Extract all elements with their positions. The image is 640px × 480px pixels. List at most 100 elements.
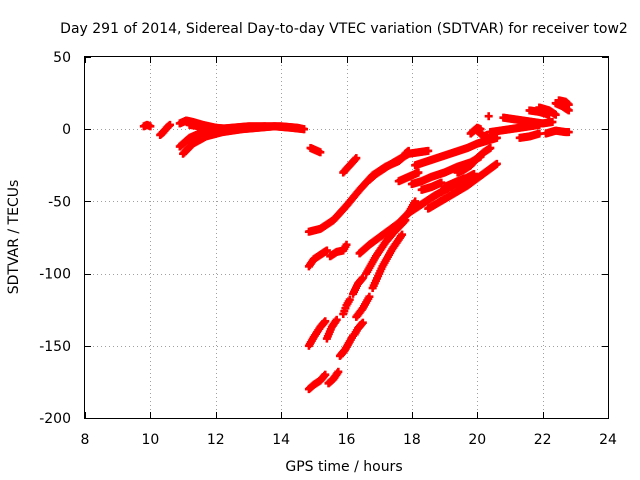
x-tick-label: 8 [81,432,90,448]
series-arc-v [368,230,407,293]
data-point [345,295,354,304]
data-point-v [361,318,365,327]
data-point [437,178,446,187]
data-point [358,273,367,282]
data-point [548,117,557,126]
data-point-v [404,216,407,225]
y-tick-label: -150 [39,339,71,355]
data-point-v [567,106,571,115]
data-point [322,246,331,255]
data-point-v [554,110,557,119]
data-point [492,159,501,168]
data-point-v [439,178,443,187]
series-arc-z [401,146,413,158]
series-arc-b [156,120,174,139]
series-arc-ab [394,168,423,186]
x-tick-label: 12 [207,432,225,448]
series-arc-ak [484,112,493,121]
x-tick-label: 18 [403,432,421,448]
data-point-v [479,125,482,134]
x-tick-label: 22 [534,432,552,448]
x-tick-label: 24 [599,432,617,448]
data-point [564,106,573,115]
data-point-v [487,112,490,121]
x-axis-label: GPS time / hours [285,459,402,475]
data-point-v [400,230,404,239]
data-point-v [551,117,554,126]
data-point [483,130,492,139]
data-point [321,317,330,326]
data-point-v [426,146,430,155]
series-arc-ao [525,106,554,119]
data-point-v [495,159,499,168]
y-axis-label: SDTVAR / TECUs [6,180,22,295]
data-point-v [538,129,541,138]
data-point-v [319,148,322,157]
data-point-v [368,292,371,301]
data-point-v [413,197,417,206]
data-point [358,318,367,327]
series-arc-ai [466,123,485,138]
data-point-v [325,246,329,255]
series-arc-af [440,174,469,191]
data-point [486,143,495,152]
series-arc-q [304,370,330,394]
data-point [321,370,330,379]
series-arc-j [326,240,351,261]
series-arc-p [362,216,410,278]
series-arc-o [349,273,367,298]
grid [85,57,608,418]
y-tick-label: -200 [39,411,71,427]
data-point-v [472,169,476,178]
data-point [300,125,309,134]
data-point-v [495,133,499,142]
data-point [492,133,501,142]
y-tick-label: -100 [39,267,71,283]
data-point-v [345,240,348,249]
data-point-v [489,143,492,152]
data-point-v [323,317,327,326]
data-point-v [567,128,571,137]
data-point-v [361,273,365,282]
data-point [211,123,220,132]
data-point [424,146,433,155]
data-point [146,122,155,131]
data-point [401,216,410,225]
series-arc-y [365,146,433,184]
series-arc-al [499,113,557,128]
series-arc-e [179,122,309,158]
series-arc-f [185,120,220,132]
data-point [352,154,361,163]
data-point-v [351,331,355,340]
chart-title: Day 291 of 2014, Sidereal Day-to-day VTE… [60,21,628,37]
series-arc-ar [554,96,573,109]
x-tick-label: 20 [468,432,486,448]
series-arc-m [322,315,341,343]
series-arc-ag [424,159,501,213]
data-point-v [337,367,340,376]
series-arc-s [335,331,358,360]
data-point-v [407,146,410,155]
data-point [334,367,343,376]
series-arc-t [350,318,367,339]
series-arc-u [352,292,374,321]
data-point [404,146,413,155]
series-arc-i [304,246,331,271]
data-point-v [302,125,306,134]
series-arc-aa [411,133,501,170]
data-point [365,292,374,301]
data-point [564,128,573,137]
x-tick-label: 14 [272,432,290,448]
series-arc-ap [535,103,560,119]
axis-ticks [85,57,609,419]
series-arc-r [324,367,343,388]
series-arc-l [304,317,330,350]
series-arc-x [339,154,361,177]
data-point-v [485,130,489,139]
series-arc-n [339,295,354,319]
data-point [411,197,420,206]
data-point-v [567,100,571,109]
data-layer [139,96,573,394]
